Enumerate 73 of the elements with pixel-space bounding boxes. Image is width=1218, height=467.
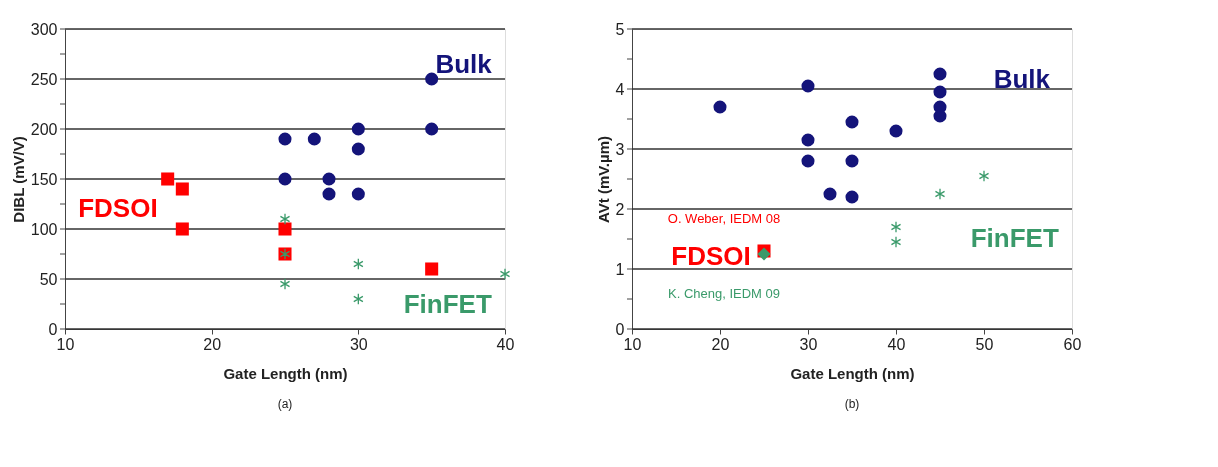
point [978, 170, 990, 182]
point [823, 187, 837, 201]
series-label: FDSOI [78, 193, 158, 223]
point [713, 100, 727, 114]
point [845, 154, 859, 168]
y-tick-label: 300 [30, 20, 58, 38]
series-label: Bulk [435, 49, 493, 79]
y-tick-label: 200 [30, 120, 58, 138]
point [353, 293, 364, 305]
x-tick-label: 30 [799, 335, 818, 353]
x-tick-label: 60 [1063, 335, 1082, 353]
x-tick-label: 40 [887, 335, 906, 353]
series-label: FDSOI [671, 241, 751, 271]
y-tick-label: 0 [615, 320, 625, 338]
series-label: FinFET [970, 223, 1059, 253]
point [278, 172, 292, 186]
point [425, 262, 439, 276]
point [425, 72, 439, 86]
point [351, 142, 365, 156]
point [934, 188, 946, 200]
x-tick-label: 40 [496, 335, 515, 353]
y-tick-label: 250 [30, 70, 58, 88]
point [353, 258, 364, 270]
x-axis-title: Gate Length (nm) [790, 364, 915, 382]
point [322, 172, 336, 186]
point [845, 190, 859, 204]
point [161, 172, 175, 186]
point [307, 132, 321, 146]
point [933, 67, 947, 81]
point [499, 268, 511, 280]
point [890, 236, 902, 248]
point [175, 182, 189, 196]
y-tick-label: 100 [30, 220, 58, 238]
x-tick-label: 50 [975, 335, 994, 353]
point [351, 187, 365, 201]
point [890, 221, 902, 233]
point [801, 133, 815, 147]
x-tick-label: 10 [56, 335, 75, 353]
series-label: Bulk [993, 64, 1051, 94]
point [279, 213, 291, 225]
point [322, 187, 336, 201]
point [845, 115, 859, 129]
point [933, 109, 947, 123]
y-tick-label: 2 [615, 200, 625, 218]
point [889, 124, 903, 138]
y-tick-label: 50 [39, 270, 58, 288]
point [175, 222, 189, 236]
y-tick-label: 150 [30, 170, 58, 188]
text: (b) [844, 397, 860, 411]
y-axis-title: AVt (mV.µm) [594, 136, 612, 223]
x-tick-label: 30 [349, 335, 368, 353]
point [279, 278, 291, 290]
y-tick-label: 5 [615, 20, 625, 38]
annotation: K. Cheng, IEDM 09 [668, 286, 780, 301]
x-tick-label: 20 [711, 335, 730, 353]
point [801, 154, 815, 168]
point [425, 122, 439, 136]
y-tick-label: 3 [615, 140, 625, 158]
x-axis-title: Gate Length (nm) [223, 364, 348, 382]
x-tick-label: 10 [623, 335, 642, 353]
point [278, 222, 292, 236]
text: (a) [277, 397, 293, 411]
point [278, 132, 292, 146]
y-tick-label: 4 [615, 80, 625, 98]
annotation: O. Weber, IEDM 08 [667, 211, 781, 226]
y-tick-label: 0 [48, 320, 58, 338]
y-tick-label: 1 [615, 260, 625, 278]
y-axis-title: DIBL (mV/V) [9, 136, 27, 223]
point [933, 85, 947, 99]
point [801, 79, 815, 93]
x-tick-label: 20 [203, 335, 222, 353]
point [351, 122, 365, 136]
series-label: FinFET [403, 289, 492, 319]
